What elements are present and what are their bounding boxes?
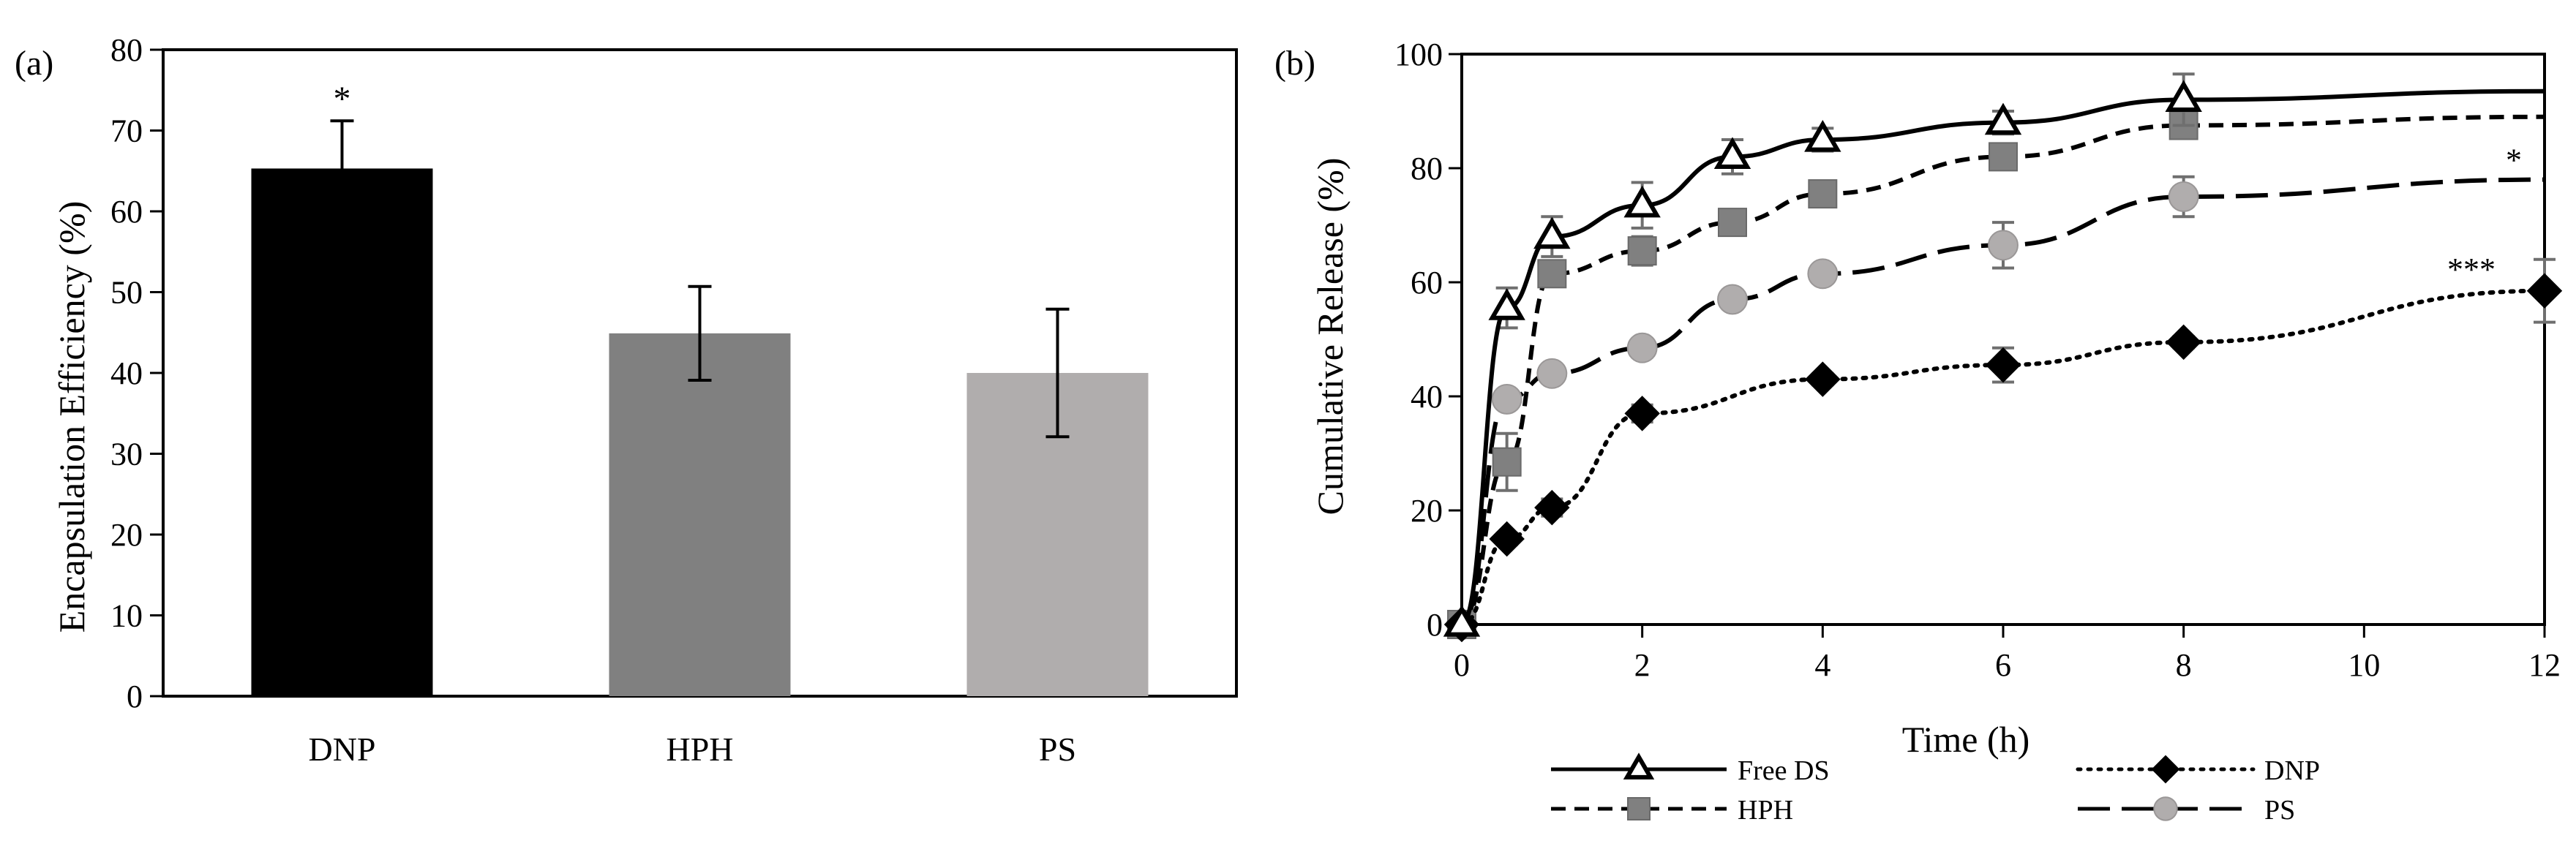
series-ps: * xyxy=(1446,143,2545,640)
panel-b-y-tick-label: 60 xyxy=(1411,265,1443,301)
data-point-free-ds xyxy=(2165,80,2202,113)
series-dnp: *** xyxy=(1443,252,2563,643)
panel-a-y-axis-title: Encapsulation Efficiency (%) xyxy=(51,201,92,633)
data-point-hph xyxy=(1537,259,1567,289)
panel-a-y-tick-label: 60 xyxy=(110,194,143,230)
data-point-dnp xyxy=(1805,361,1841,397)
panel-a-bars: DNP * HPH PS xyxy=(251,80,1149,768)
legend-marker-ps xyxy=(2153,796,2178,821)
panel-b-x-tick-label: 2 xyxy=(1634,647,1651,683)
panel-b-x-tick-label: 10 xyxy=(2348,647,2380,683)
data-point-free-ds xyxy=(1804,119,1841,152)
panel-b-x-tick-label: 12 xyxy=(2528,647,2561,683)
bar-dnp xyxy=(251,168,433,696)
legend-marker-hph xyxy=(1627,797,1651,820)
data-point-dnp xyxy=(1985,347,2021,383)
data-point-free-ds xyxy=(1623,185,1661,218)
data-point-ps xyxy=(1807,258,1839,290)
panel-b-y-tick-label: 20 xyxy=(1411,493,1443,529)
data-point-free-ds xyxy=(1984,102,2022,135)
panel-b-legend: Free DS DNP HPH PS xyxy=(1551,752,2320,826)
error-bar-ps xyxy=(1045,307,1070,439)
legend-marker-dnp xyxy=(2151,755,2180,784)
series-hph xyxy=(1447,110,2545,639)
legend-marker-free-ds xyxy=(1623,752,1655,780)
data-point-ps xyxy=(1717,284,1748,315)
panel-b-x-tick-label: 6 xyxy=(1995,647,2011,683)
x-category-label: HPH xyxy=(666,731,733,768)
panel-b-axes: 0 20 40 60 80 100 0 2 4 6 8 10 12 xyxy=(1394,37,2561,683)
panel-b-y-tick-label: 80 xyxy=(1411,151,1443,186)
legend-label-ps: PS xyxy=(2264,795,2295,826)
data-point-dnp xyxy=(1489,521,1525,557)
series-line-dnp xyxy=(1460,288,2547,627)
legend-label-free-ds: Free DS xyxy=(1738,755,1830,786)
panel-a-bar-chart: (a) Encapsulation Efficiency (%) 0 10 20 30… xyxy=(15,32,1238,768)
legend-item-ps: PS xyxy=(2078,795,2295,826)
data-point-dnp xyxy=(1534,489,1570,526)
data-point-free-ds xyxy=(1713,137,1751,170)
data-point-free-ds xyxy=(1533,216,1571,249)
legend-label-hph: HPH xyxy=(1738,795,1793,826)
series-free-ds xyxy=(1443,72,2545,637)
legend-item-free-ds: Free DS xyxy=(1551,752,1830,786)
series-line-hph xyxy=(1460,114,2545,627)
panel-b-y-tick-label: 40 xyxy=(1411,379,1443,415)
panel-b-y-tick-label: 0 xyxy=(1427,607,1443,643)
panel-b-label: (b) xyxy=(1274,44,1315,83)
data-point-hph xyxy=(1718,208,1747,238)
panel-a-y-tick-label: 20 xyxy=(110,517,143,553)
data-point-hph xyxy=(1492,447,1522,477)
data-point-ps xyxy=(2168,181,2199,212)
panel-a-y-tick-label: 30 xyxy=(110,437,143,472)
legend-label-dnp: DNP xyxy=(2264,755,2320,786)
data-point-ps xyxy=(1626,332,1658,363)
data-point-free-ds xyxy=(1443,604,1481,637)
panel-a-label: (a) xyxy=(15,44,53,83)
significance-annotation: *** xyxy=(2447,252,2496,287)
panel-b-y-tick-label: 100 xyxy=(1394,37,1443,72)
data-point-free-ds xyxy=(1488,288,1525,320)
data-point-ps xyxy=(1491,383,1522,415)
panel-b-line-chart: (b) Cumulative Release (%) Time (h) 0204… xyxy=(1274,37,2563,826)
legend-item-dnp: DNP xyxy=(2076,755,2320,786)
x-category-label: PS xyxy=(1039,731,1076,768)
error-bar-dnp xyxy=(330,119,354,218)
data-point-hph xyxy=(1989,142,2018,172)
data-point-dnp xyxy=(2166,324,2201,361)
data-point-ps xyxy=(1536,358,1568,389)
panel-a-y-tick-label: 0 xyxy=(127,679,143,714)
panel-b-plot-frame xyxy=(1460,53,2546,626)
error-bar-hph xyxy=(688,284,712,382)
panel-b-x-axis-title: Time (h) xyxy=(1902,719,2030,760)
bar-hph xyxy=(609,333,791,696)
panel-b-y-axis-title: Cumulative Release (%) xyxy=(1310,158,1351,516)
panel-b-series: **** xyxy=(1443,72,2563,643)
panel-b-x-tick-label: 0 xyxy=(1454,647,1470,683)
data-point-hph xyxy=(1627,236,1657,266)
data-point-ps xyxy=(1988,230,2019,261)
panel-a-y-tick-label: 50 xyxy=(110,275,143,311)
legend-item-hph: HPH xyxy=(1551,795,1793,826)
data-point-dnp xyxy=(1624,396,1660,431)
panel-a-y-tick-label: 40 xyxy=(110,355,143,391)
significance-annotation: * xyxy=(2506,143,2522,178)
panel-b-x-tick-label: 8 xyxy=(2176,647,2192,683)
significance-annotation: * xyxy=(334,80,351,118)
x-category-label: DNP xyxy=(308,731,375,768)
data-point-hph xyxy=(1808,179,1838,209)
panel-b-x-tick-label: 4 xyxy=(1814,647,1830,683)
panel-a-y-tick-label: 70 xyxy=(110,113,143,149)
panel-a-y-tick-label: 80 xyxy=(110,32,143,68)
panel-a-y-tick-label: 10 xyxy=(110,598,143,634)
data-point-dnp xyxy=(2526,273,2563,309)
